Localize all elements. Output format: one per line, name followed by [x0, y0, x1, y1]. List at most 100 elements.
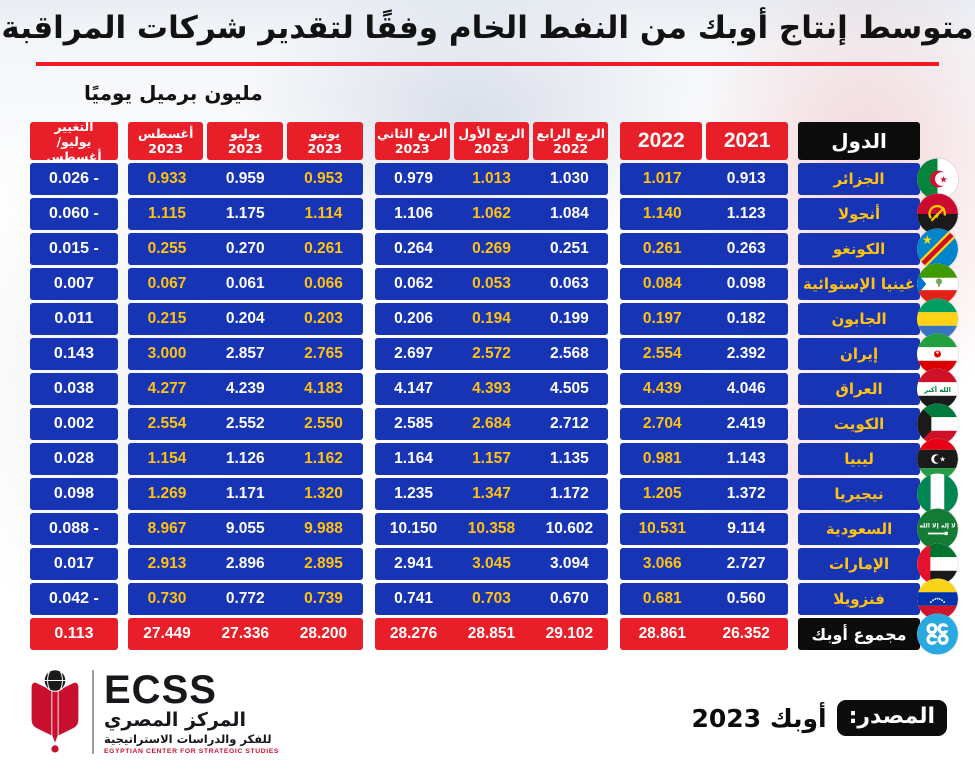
flag-congo: ★ [917, 228, 958, 270]
value-august-2023: 27.449 [143, 625, 191, 642]
cell-change: 0.143 [30, 338, 118, 370]
table-row: 0.015 - 0.255 0.270 0.261 0.264 0.269 0.… [30, 228, 958, 270]
column-group-quarters: الربع الثاني 2023 الربع الأول 2023 الربع… [374, 122, 609, 160]
table-row: 0.007 0.067 0.061 0.066 0.062 0.053 0.06… [30, 263, 958, 305]
value-2022: 0.981 [642, 450, 682, 467]
value-q4-2022: 0.199 [549, 310, 589, 327]
column-header-july-2023: يوليو 2023 [207, 122, 284, 160]
country-name: غينيا الإستوائية [798, 268, 920, 300]
value-june-2023: 0.066 [304, 275, 343, 292]
value-q1-2023: 1.157 [472, 450, 511, 467]
value-q4-2022: 0.670 [549, 590, 589, 607]
cell-quarters-group: 0.062 0.053 0.063 [374, 268, 609, 300]
value-q2-2023: 1.164 [394, 450, 433, 467]
value-july-2023: 1.175 [225, 205, 265, 222]
cell-years-group: 0.681 0.560 [620, 583, 789, 615]
units-label: مليون برميل يوميًا [84, 81, 263, 105]
value-2021: 0.913 [726, 170, 766, 187]
value-august-2023: 0.215 [147, 310, 187, 327]
country-name: العراق [798, 373, 920, 405]
value-2021: 2.392 [726, 345, 766, 362]
value-august-2023: 0.255 [147, 240, 187, 257]
value-q2-2023: 2.697 [394, 345, 433, 362]
cell-years-group: 3.066 2.727 [620, 548, 789, 580]
svg-text:★: ★ [922, 233, 933, 247]
country-name: السعودية [798, 513, 920, 545]
value-2022: 0.261 [642, 240, 682, 257]
value-june-2023: 4.183 [304, 380, 343, 397]
country-name: أنجولا [798, 198, 920, 230]
value-q4-2022: 2.568 [549, 345, 589, 362]
svg-text:★: ★ [940, 175, 948, 186]
value-july-2023: 9.055 [225, 520, 265, 537]
value-2021: 2.419 [726, 415, 766, 432]
value-2021: 1.143 [726, 450, 766, 467]
value-july-2023: 0.959 [225, 170, 265, 187]
value-q2-2023: 10.150 [389, 520, 438, 537]
value-july-2023: 27.336 [221, 625, 269, 642]
cell-quarters-group: 0.206 0.194 0.199 [374, 303, 609, 335]
table-row: 0.088 - 8.967 9.055 9.988 10.150 10.358 … [30, 508, 958, 550]
table-row: 0.038 4.277 4.239 4.183 4.147 4.393 4.50… [30, 368, 958, 410]
value-2021: 9.114 [727, 520, 766, 537]
value-june-2023: 2.765 [304, 345, 343, 362]
table-row: 0.060 - 1.115 1.175 1.114 1.106 1.062 1.… [30, 193, 958, 235]
value-2022: 28.861 [638, 625, 686, 642]
value-august-2023: 2.554 [147, 415, 187, 432]
cell-months-group: 3.000 2.857 2.765 [127, 338, 363, 370]
column-header-q2-2023: الربع الثاني 2023 [374, 122, 450, 160]
value-august-2023: 4.277 [147, 380, 187, 397]
table-body: 0.026 - 0.933 0.959 0.953 0.979 1.013 1.… [30, 158, 958, 655]
cell-years-group: 2.554 2.392 [620, 338, 789, 370]
cell-quarters-group: 28.276 28.851 29.102 [374, 618, 609, 650]
flag-algeria: ★ [917, 158, 958, 200]
value-june-2023: 9.988 [304, 520, 343, 537]
value-july-2023: 4.239 [225, 380, 265, 397]
cell-years-group: 0.981 1.143 [620, 443, 789, 475]
cell-quarters-group: 1.106 1.062 1.084 [374, 198, 609, 230]
value-2021: 1.123 [726, 205, 766, 222]
value-june-2023: 2.550 [304, 415, 343, 432]
country-name: الجزائر [798, 163, 920, 195]
value-july-2023: 1.126 [225, 450, 265, 467]
country-name: ليبيا [798, 443, 920, 475]
value-q2-2023: 4.147 [394, 380, 433, 397]
column-header-2022: 2022 [620, 122, 703, 160]
value-june-2023: 2.895 [304, 555, 343, 572]
country-name: الجابون [798, 303, 920, 335]
cell-change: 0.007 [30, 268, 118, 300]
svg-text:الله أكبر: الله أكبر [923, 385, 951, 394]
value-q4-2022: 0.251 [549, 240, 589, 257]
value-q1-2023: 28.851 [467, 625, 516, 642]
value-july-2023: 2.896 [225, 555, 265, 572]
cell-change: 0.028 [30, 443, 118, 475]
value-q1-2023: 1.062 [472, 205, 511, 222]
value-june-2023: 0.953 [304, 170, 343, 187]
table-row: 0.002 2.554 2.552 2.550 2.585 2.684 2.71… [30, 403, 958, 445]
cell-months-group: 0.215 0.204 0.203 [127, 303, 363, 335]
cell-months-group: 8.967 9.055 9.988 [127, 513, 363, 545]
value-august-2023: 3.000 [147, 345, 187, 362]
value-q4-2022: 1.084 [549, 205, 589, 222]
value-2021: 4.046 [726, 380, 766, 397]
cell-quarters-group: 0.979 1.013 1.030 [374, 163, 609, 195]
value-q1-2023: 0.194 [472, 310, 511, 327]
table-row: 0.143 3.000 2.857 2.765 2.697 2.572 2.56… [30, 333, 958, 375]
value-2021: 0.263 [726, 240, 766, 257]
table-row: 0.042 - 0.730 0.772 0.739 0.741 0.703 0.… [30, 578, 958, 620]
cell-change: 0.015 - [30, 233, 118, 265]
value-august-2023: 2.913 [147, 555, 187, 572]
value-q2-2023: 0.741 [394, 590, 433, 607]
value-august-2023: 0.730 [147, 590, 187, 607]
value-2021: 1.372 [726, 485, 766, 502]
cell-change: 0.113 [30, 618, 118, 650]
column-header-change: التغيير يوليو/ أغسطس [30, 119, 118, 164]
cell-months-group: 0.730 0.772 0.739 [127, 583, 363, 615]
value-2022: 2.554 [642, 345, 682, 362]
flag-opec [917, 613, 958, 655]
value-2021: 0.182 [726, 310, 766, 327]
cell-quarters-group: 2.585 2.684 2.712 [374, 408, 609, 440]
svg-text:★: ★ [933, 212, 939, 221]
value-2022: 0.084 [642, 275, 682, 292]
